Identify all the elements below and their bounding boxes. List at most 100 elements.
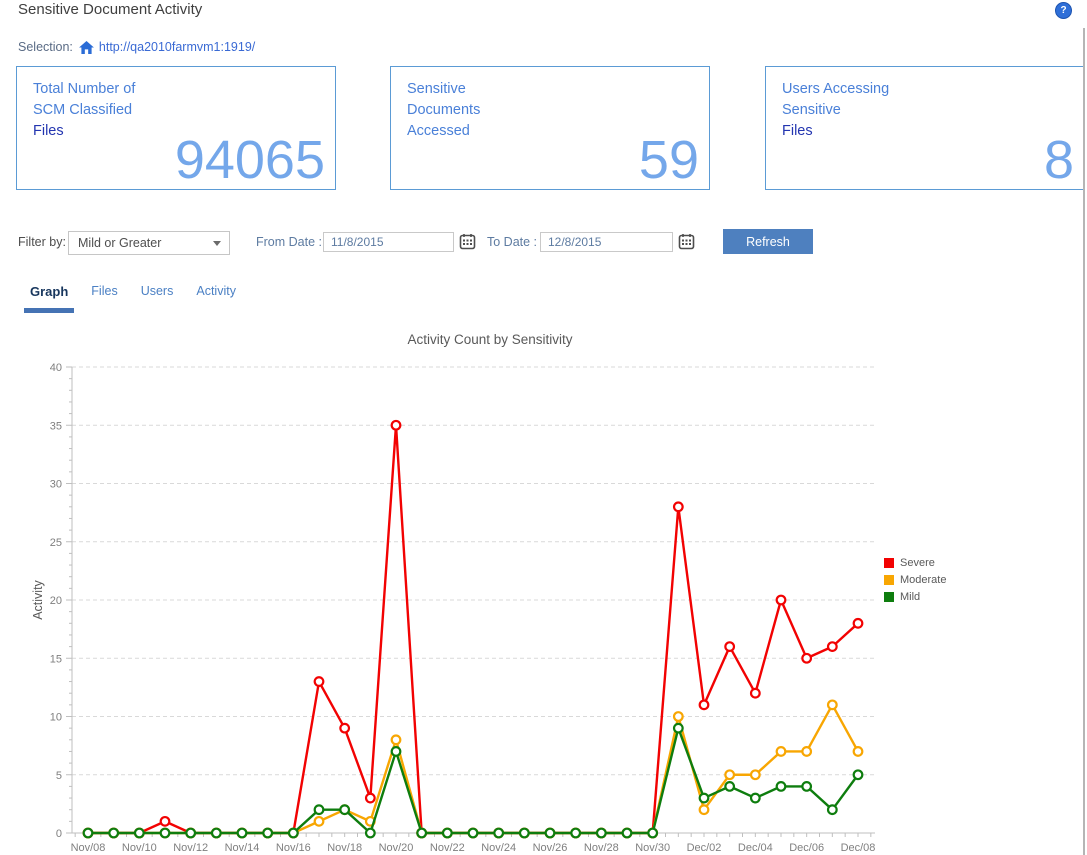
data-point (672, 722, 684, 734)
data-point (826, 804, 838, 816)
selection-label: Selection: (18, 40, 73, 54)
data-point (749, 792, 761, 804)
series-moderate (82, 699, 864, 839)
data-point (236, 827, 248, 839)
svg-text:Nov/30: Nov/30 (635, 842, 670, 854)
data-point (82, 827, 94, 839)
data-point (364, 792, 376, 804)
svg-text:Nov/28: Nov/28 (584, 842, 619, 854)
from-date-label: From Date : (256, 235, 322, 249)
legend-label: Moderate (900, 574, 947, 586)
svg-text:Nov/22: Nov/22 (430, 842, 465, 854)
svg-text:0: 0 (56, 828, 62, 840)
from-date-input[interactable] (323, 232, 454, 252)
card-label: Sensitive Documents Accessed (407, 81, 481, 139)
tab-activity[interactable]: Activity (196, 284, 236, 298)
filter-by-label: Filter by: (18, 235, 66, 249)
data-point (775, 781, 787, 792)
data-point (313, 676, 325, 687)
data-point (133, 827, 145, 839)
svg-text:Nov/18: Nov/18 (327, 842, 362, 854)
legend-item-moderate: Moderate (884, 574, 946, 586)
svg-text:35: 35 (50, 420, 62, 432)
chart-title: Activity Count by Sensitivity (407, 332, 573, 347)
data-point (852, 617, 864, 629)
refresh-button[interactable]: Refresh (723, 229, 813, 254)
legend-swatch (884, 592, 894, 602)
svg-text:20: 20 (50, 595, 62, 607)
data-point (185, 827, 197, 839)
data-point (159, 815, 171, 827)
data-point (698, 792, 710, 804)
scrollbar-rail[interactable] (1083, 28, 1085, 855)
data-point (672, 501, 684, 513)
card-value: 8 (1043, 130, 1074, 190)
data-point (210, 827, 222, 839)
data-point (390, 734, 402, 746)
data-point (159, 827, 171, 839)
svg-text:30: 30 (50, 479, 62, 491)
data-point (724, 769, 736, 781)
card-value: 59 (638, 130, 699, 190)
to-date-input[interactable] (540, 232, 673, 252)
svg-text:Nov/12: Nov/12 (173, 842, 208, 854)
data-point (390, 746, 402, 757)
series-mild (82, 722, 864, 839)
svg-text:Nov/26: Nov/26 (533, 842, 568, 854)
data-point (467, 827, 479, 839)
data-point (108, 827, 120, 839)
calendar-icon[interactable] (678, 233, 695, 250)
svg-text:Dec/08: Dec/08 (841, 842, 876, 854)
data-point (570, 827, 582, 839)
data-point (313, 815, 325, 827)
svg-text:Nov/20: Nov/20 (379, 842, 414, 854)
data-point (724, 641, 736, 653)
severity-filter-select[interactable]: Mild or Greater (68, 231, 230, 255)
legend-label: Mild (900, 591, 921, 603)
card-label: Total Number of SCM Classified Files (33, 81, 136, 139)
svg-text:15: 15 (50, 653, 62, 665)
calendar-icon[interactable] (459, 233, 476, 250)
data-point (826, 699, 838, 711)
data-point (801, 652, 813, 664)
help-icon[interactable]: ? (1055, 2, 1072, 19)
tab-files[interactable]: Files (91, 284, 118, 298)
data-point (287, 827, 299, 839)
card-total-classified-files: Total Number of SCM Classified Files 940… (16, 66, 336, 190)
data-point (698, 699, 710, 711)
data-point (262, 827, 274, 839)
tab-graph[interactable]: Graph (23, 284, 75, 313)
svg-text:Nov/10: Nov/10 (122, 842, 157, 854)
legend-label: Severe (900, 557, 935, 569)
selection-url-link[interactable]: http://qa2010farmvm1:1919/ (98, 40, 256, 54)
tab-users[interactable]: Users (140, 284, 174, 298)
chevron-down-icon (213, 241, 221, 246)
data-point (647, 827, 659, 839)
svg-text:5: 5 (56, 770, 62, 782)
svg-text:25: 25 (50, 537, 62, 549)
card-value: 94065 (174, 130, 325, 190)
x-axis-ticks: Nov/08 Nov/10 Nov/12 Nov/14 Nov/16 Nov/18 Nov/… (71, 833, 876, 854)
page-title: Sensitive Document Activity (18, 1, 203, 18)
data-point (749, 687, 761, 699)
y-axis-label: Activity (31, 579, 45, 619)
card-label: Users Accessing Sensitive Files (782, 81, 890, 139)
data-point (621, 827, 633, 839)
data-point (339, 722, 351, 734)
filter-bar: Filter by: Mild or Greater From Date : T… (0, 229, 1087, 257)
svg-text:Nov/08: Nov/08 (71, 842, 106, 854)
svg-text:Nov/16: Nov/16 (276, 842, 311, 854)
svg-text:Dec/06: Dec/06 (789, 842, 824, 854)
data-point (544, 827, 556, 839)
card-users-accessing-sensitive-files: Users Accessing Sensitive Files 8 (765, 66, 1085, 190)
data-point (441, 827, 453, 839)
svg-text:Nov/24: Nov/24 (481, 842, 516, 854)
selection-row: Selection: http://qa2010farmvm1:1919/ (18, 40, 255, 54)
data-point (852, 769, 864, 781)
data-point (724, 781, 736, 792)
svg-text:40: 40 (50, 362, 62, 374)
card-sensitive-documents-accessed: Sensitive Documents Accessed 59 (390, 66, 710, 190)
data-point (416, 827, 428, 839)
